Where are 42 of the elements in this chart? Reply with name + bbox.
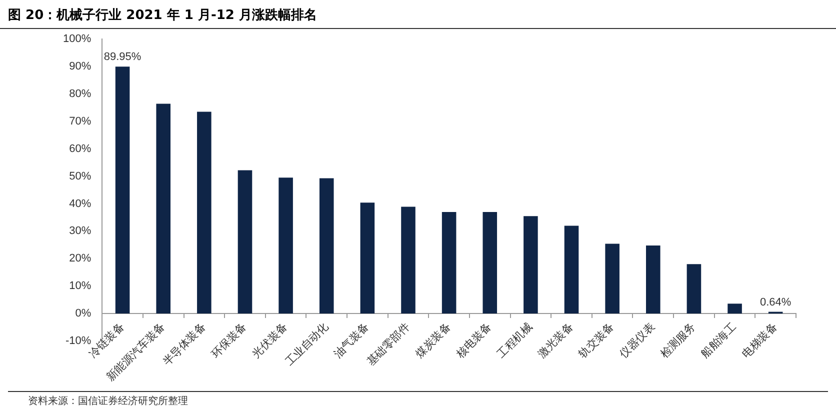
y-tick-label: 100% [62,33,92,46]
y-tick-label: 80% [69,88,92,100]
y-tick-label: 0% [75,308,92,320]
bar [238,170,252,314]
y-tick-label: 40% [69,198,92,210]
y-tick-label: -10% [65,335,92,348]
bar [278,178,293,314]
bar [728,304,742,314]
y-tick-label: 70% [69,115,92,128]
text: 资料来源：国信证券经济研究所整理 [8,391,828,410]
y-tick-label: 60% [69,142,92,155]
x-tick-label: 仪器仪表 [616,320,658,360]
data-label: 0.64% [760,296,792,308]
x-tick-label: 船舶海工 [698,320,739,360]
bar [442,212,456,314]
bar [197,112,212,314]
y-tick-label: 50% [69,170,92,182]
y-tick-label: 30% [69,225,92,238]
y-tick-label: 90% [69,60,92,72]
y-tick-label: 20% [69,252,92,265]
x-tick-label: 电梯装备 [739,320,780,360]
bar [605,244,620,314]
bar [482,212,498,314]
x-tick-label: 煤炭装备 [412,320,454,360]
x-tick-label: 激光装备 [535,320,576,360]
x-tick-label: 检测服务 [658,320,698,360]
bar [646,245,660,314]
bar [360,202,375,314]
y-tick-label: 10% [69,280,92,292]
bar [524,216,538,314]
bar [115,66,130,314]
bar [401,206,416,314]
x-tick-label: 核电装备 [453,320,494,362]
bar [686,264,702,314]
x-tick-label: 工程机械 [494,320,535,360]
data-label: 89.95% [104,51,142,64]
bar [156,104,170,314]
x-tick-label: 轨交装备 [576,320,616,360]
chart-title: 图 20：机械子行业 2021 年 1 月-12 月涨跌幅排名 [0,0,836,29]
x-tick-label: 环保装备 [208,320,250,360]
bar [319,178,334,314]
bar [564,226,579,314]
